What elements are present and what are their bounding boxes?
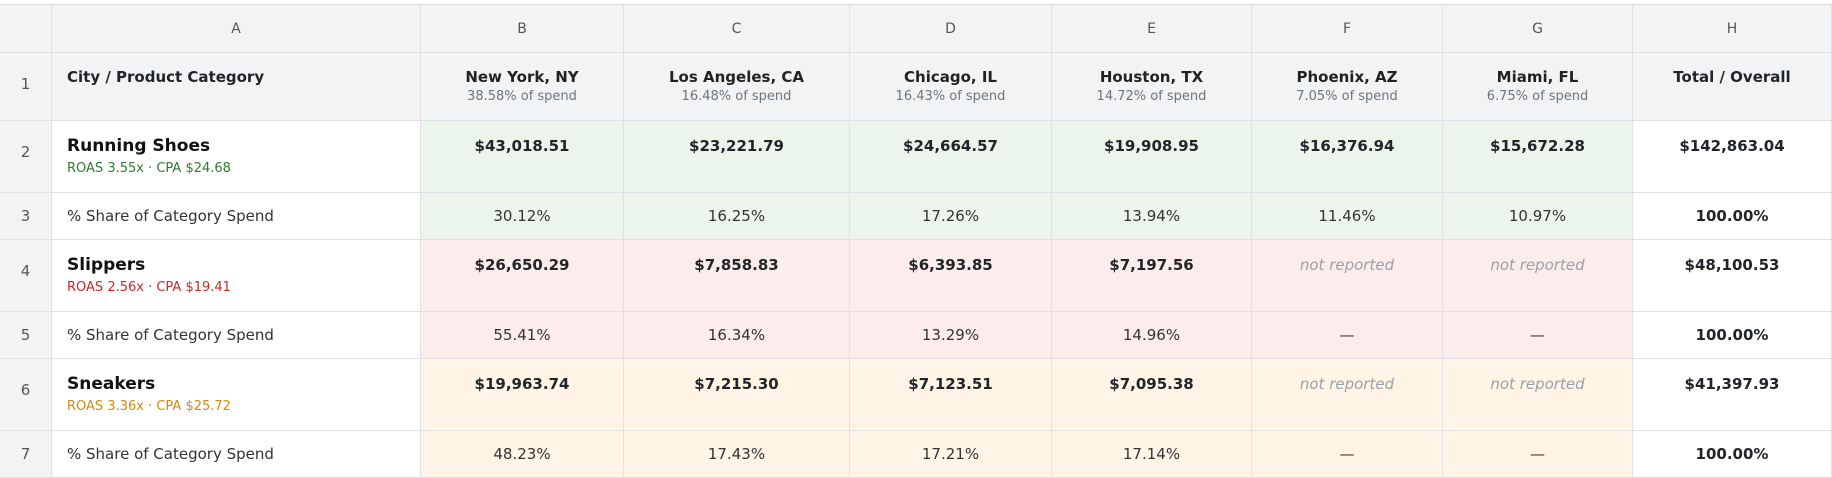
share-total-cell[interactable]: 100.00% — [1633, 312, 1832, 359]
spend-cell[interactable]: $6,393.85 — [850, 240, 1052, 312]
column-header-b[interactable]: B — [421, 5, 624, 53]
spend-cell[interactable]: $24,664.57 — [850, 121, 1052, 193]
share-cell[interactable]: 16.25% — [624, 193, 850, 240]
city-spend-share: 38.58% of spend — [467, 89, 577, 104]
header-city-phoenix[interactable]: Phoenix, AZ 7.05% of spend — [1252, 53, 1443, 121]
share-cell[interactable]: 30.12% — [421, 193, 624, 240]
category-metrics: ROAS 3.36x · CPA $25.72 — [67, 399, 231, 414]
city-spend-share: 16.48% of spend — [681, 89, 792, 104]
header-city-chicago[interactable]: Chicago, IL 16.43% of spend — [850, 53, 1052, 121]
row-header-1[interactable]: 1 — [0, 53, 52, 121]
city-name: Los Angeles, CA — [669, 68, 804, 86]
header-city-houston[interactable]: Houston, TX 14.72% of spend — [1052, 53, 1252, 121]
share-cell[interactable]: 16.34% — [624, 312, 850, 359]
category-metrics: ROAS 2.56x · CPA $19.41 — [67, 280, 231, 295]
category-cell-slippers[interactable]: Slippers ROAS 2.56x · CPA $19.41 — [52, 240, 421, 312]
spend-cell[interactable]: $7,123.51 — [850, 359, 1052, 431]
city-name: Houston, TX — [1099, 68, 1204, 86]
column-header-a[interactable]: A — [52, 5, 421, 53]
spend-cell-not-reported[interactable]: not reported — [1252, 359, 1443, 431]
spend-cell-not-reported[interactable]: not reported — [1252, 240, 1443, 312]
city-spend-share: 16.43% of spend — [895, 89, 1006, 104]
column-header-e[interactable]: E — [1052, 5, 1252, 53]
share-total-cell[interactable]: 100.00% — [1633, 431, 1832, 478]
city-spend-share: 6.75% of spend — [1486, 89, 1589, 104]
spend-cell[interactable]: $19,963.74 — [421, 359, 624, 431]
row-header-3[interactable]: 3 — [0, 193, 52, 240]
spreadsheet-grid: A B C D E F G H 1 City / Product Categor… — [0, 4, 1832, 478]
share-label-cell[interactable]: % Share of Category Spend — [52, 431, 421, 478]
corner-cell[interactable] — [0, 5, 52, 53]
spend-cell[interactable]: $7,215.30 — [624, 359, 850, 431]
header-total-cell[interactable]: Total / Overall — [1633, 53, 1832, 121]
city-name: Phoenix, AZ — [1296, 68, 1398, 86]
city-name: Miami, FL — [1496, 68, 1579, 86]
share-label-cell[interactable]: % Share of Category Spend — [52, 193, 421, 240]
total-cell[interactable]: $41,397.93 — [1633, 359, 1832, 431]
share-cell[interactable]: 14.96% — [1052, 312, 1252, 359]
spend-cell[interactable]: $7,858.83 — [624, 240, 850, 312]
city-name: Chicago, IL — [904, 68, 997, 86]
share-cell[interactable]: — — [1252, 431, 1443, 478]
share-cell[interactable]: 13.29% — [850, 312, 1052, 359]
share-label-cell[interactable]: % Share of Category Spend — [52, 312, 421, 359]
header-city-new-york[interactable]: New York, NY 38.58% of spend — [421, 53, 624, 121]
spend-cell[interactable]: $7,095.38 — [1052, 359, 1252, 431]
share-cell[interactable]: 13.94% — [1052, 193, 1252, 240]
category-name: Sneakers — [67, 374, 156, 394]
spend-cell[interactable]: $19,908.95 — [1052, 121, 1252, 193]
category-cell-sneakers[interactable]: Sneakers ROAS 3.36x · CPA $25.72 — [52, 359, 421, 431]
column-header-g[interactable]: G — [1443, 5, 1633, 53]
category-name: Running Shoes — [67, 136, 211, 156]
column-header-f[interactable]: F — [1252, 5, 1443, 53]
city-spend-share: 7.05% of spend — [1296, 89, 1398, 104]
row-header-2[interactable]: 2 — [0, 121, 52, 193]
share-total-cell[interactable]: 100.00% — [1633, 193, 1832, 240]
share-cell[interactable]: — — [1443, 312, 1633, 359]
share-cell[interactable]: — — [1443, 431, 1633, 478]
spend-cell[interactable]: $43,018.51 — [421, 121, 624, 193]
row-header-4[interactable]: 4 — [0, 240, 52, 312]
share-cell[interactable]: — — [1252, 312, 1443, 359]
spend-cell-not-reported[interactable]: not reported — [1443, 240, 1633, 312]
share-cell[interactable]: 17.26% — [850, 193, 1052, 240]
share-cell[interactable]: 55.41% — [421, 312, 624, 359]
spend-cell[interactable]: $26,650.29 — [421, 240, 624, 312]
row-header-5[interactable]: 5 — [0, 312, 52, 359]
category-cell-running-shoes[interactable]: Running Shoes ROAS 3.55x · CPA $24.68 — [52, 121, 421, 193]
share-cell[interactable]: 17.21% — [850, 431, 1052, 478]
share-cell[interactable]: 17.43% — [624, 431, 850, 478]
header-city-miami[interactable]: Miami, FL 6.75% of spend — [1443, 53, 1633, 121]
share-cell[interactable]: 10.97% — [1443, 193, 1633, 240]
spend-cell[interactable]: $16,376.94 — [1252, 121, 1443, 193]
total-cell[interactable]: $142,863.04 — [1633, 121, 1832, 193]
spend-cell-not-reported[interactable]: not reported — [1443, 359, 1633, 431]
header-label-cell[interactable]: City / Product Category — [52, 53, 421, 121]
total-cell[interactable]: $48,100.53 — [1633, 240, 1832, 312]
column-header-d[interactable]: D — [850, 5, 1052, 53]
column-header-c[interactable]: C — [624, 5, 850, 53]
spend-cell[interactable]: $23,221.79 — [624, 121, 850, 193]
share-cell[interactable]: 11.46% — [1252, 193, 1443, 240]
header-city-los-angeles[interactable]: Los Angeles, CA 16.48% of spend — [624, 53, 850, 121]
column-header-h[interactable]: H — [1633, 5, 1832, 53]
city-name: New York, NY — [465, 68, 579, 86]
city-spend-share: 14.72% of spend — [1096, 89, 1207, 104]
row-header-6[interactable]: 6 — [0, 359, 52, 431]
share-cell[interactable]: 48.23% — [421, 431, 624, 478]
spend-cell[interactable]: $7,197.56 — [1052, 240, 1252, 312]
row-header-7[interactable]: 7 — [0, 431, 52, 478]
category-metrics: ROAS 3.55x · CPA $24.68 — [67, 161, 231, 176]
spreadsheet: A B C D E F G H 1 City / Product Categor… — [0, 4, 1832, 478]
share-cell[interactable]: 17.14% — [1052, 431, 1252, 478]
spend-cell[interactable]: $15,672.28 — [1443, 121, 1633, 193]
category-name: Slippers — [67, 255, 146, 275]
